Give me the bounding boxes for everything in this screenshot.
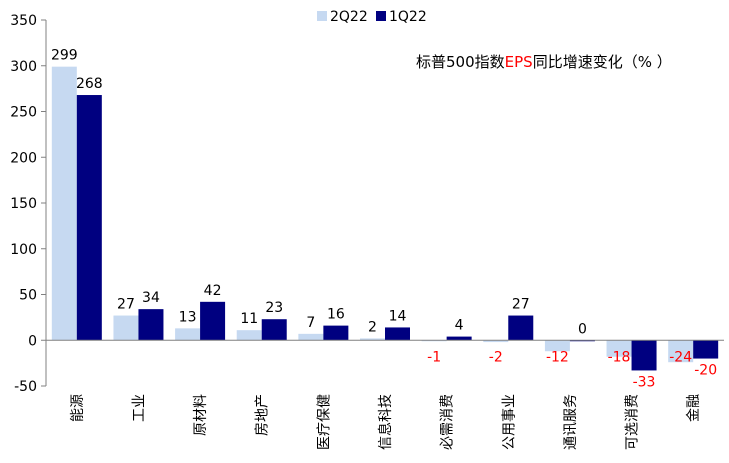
data-label-2q22: -2 [489, 349, 503, 365]
category-label: 能源 [70, 394, 86, 422]
bar-1q22 [76, 95, 102, 341]
legend-label-2q22: 2Q22 [330, 9, 368, 25]
chart-title-part-2: 同比增速变化（% ） [533, 53, 672, 71]
data-label-2q22: 11 [240, 311, 258, 327]
category-label: 原材料 [193, 394, 209, 436]
bar-1q22 [138, 309, 164, 341]
category-label: 工业 [131, 394, 147, 422]
legend-swatch-1q22 [376, 11, 386, 21]
data-label-1q22: 268 [76, 76, 103, 92]
chart-title-part-1: 标普500指数 [416, 53, 505, 71]
bar-2q22 [606, 340, 632, 357]
legend-swatch-2q22 [317, 11, 327, 21]
bar-2q22 [483, 340, 509, 343]
bar-1q22 [631, 340, 657, 371]
chart-title: 标普500指数EPS同比增速变化（% ） [416, 53, 672, 71]
bar-2q22 [236, 330, 262, 341]
legend-label-1q22: 1Q22 [389, 9, 427, 25]
category-label: 通讯服务 [563, 394, 579, 450]
bar-1q22 [200, 301, 226, 341]
y-tick-label: 0 [28, 333, 37, 349]
data-label-1q22: -20 [694, 363, 717, 379]
data-label-2q22: 299 [51, 48, 78, 64]
bar-1q22 [693, 340, 719, 359]
y-tick-label: 350 [10, 13, 37, 29]
bar-2q22 [298, 333, 324, 341]
bar-2q22 [668, 340, 694, 363]
data-label-1q22: 23 [265, 300, 283, 316]
chart-title-highlight: EPS [505, 53, 533, 71]
data-label-1q22: 27 [512, 297, 530, 313]
data-label-2q22: -12 [546, 349, 569, 365]
data-label-2q22: -18 [608, 349, 631, 365]
bar-2q22 [360, 338, 385, 341]
bar-2q22 [544, 340, 570, 352]
bar-1q22 [508, 315, 534, 341]
bar-1q22 [323, 325, 349, 341]
bar-2q22 [113, 315, 139, 341]
data-label-1q22: 4 [455, 318, 464, 334]
data-label-1q22: 16 [327, 307, 345, 323]
y-tick-label: 150 [10, 196, 37, 212]
data-label-1q22: -33 [633, 374, 656, 390]
y-tick-label: -50 [14, 379, 37, 395]
category-label: 必需消费 [440, 394, 456, 450]
bar-1q22 [446, 336, 472, 341]
category-label: 房地产 [255, 394, 271, 436]
bar-1q22 [261, 319, 287, 341]
bar-2q22 [175, 328, 201, 341]
data-label-2q22: 7 [306, 315, 315, 331]
y-tick-label: 250 [10, 105, 37, 121]
data-label-2q22: 13 [179, 309, 197, 325]
data-label-1q22: 42 [204, 283, 222, 299]
data-label-1q22: 34 [142, 290, 160, 306]
legend: 2Q22 1Q22 [317, 9, 427, 25]
data-label-2q22: 2 [368, 319, 377, 335]
category-label: 信息科技 [377, 394, 394, 450]
data-label-2q22: -1 [427, 349, 441, 365]
y-tick-label: 300 [10, 59, 37, 75]
bar-2q22 [51, 66, 77, 341]
category-label: 金融 [686, 394, 702, 422]
data-label-1q22: 0 [578, 321, 587, 337]
data-label-2q22: 27 [117, 297, 135, 313]
category-label: 医疗保健 [316, 394, 332, 450]
y-tick-label: 100 [10, 242, 37, 258]
bar-1q22 [385, 327, 410, 341]
category-label: 可选消费 [625, 394, 641, 450]
y-tick-label: 200 [10, 150, 37, 166]
data-label-1q22: 14 [389, 308, 407, 324]
y-tick-label: 50 [19, 288, 37, 304]
category-label: 公用事业 [501, 394, 517, 450]
data-label-2q22: -24 [669, 349, 692, 365]
